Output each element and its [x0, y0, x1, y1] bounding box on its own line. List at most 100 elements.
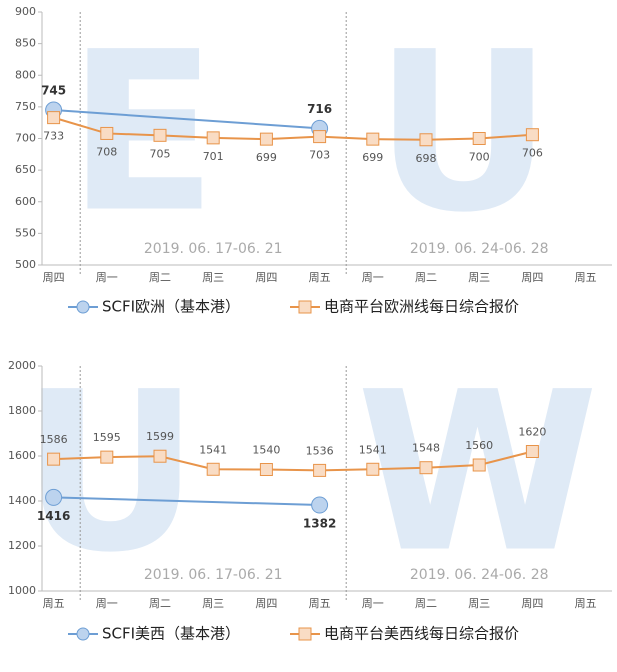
x-tick-label: 周五: [309, 597, 331, 610]
data-label: 1540: [252, 444, 280, 457]
legend-marker: [298, 627, 312, 641]
watermark: E U: [67, 5, 593, 261]
point: [366, 462, 380, 476]
point: [259, 463, 273, 476]
point: [100, 126, 114, 140]
point: [472, 132, 486, 145]
annotation: 2019. 06. 24-06. 28: [410, 241, 549, 257]
legend-label: SCFI美西（基本港）: [102, 625, 240, 643]
y-tick-label: 650: [15, 163, 36, 176]
x-tick-label: 周五: [309, 271, 331, 284]
series-line: [53, 109, 320, 130]
data-label: 705: [150, 147, 171, 160]
y-tick-label: 1000: [8, 584, 36, 597]
point: [153, 449, 167, 463]
legend-label: 电商平台欧洲线每日综合报价: [324, 298, 519, 316]
data-label: 1541: [199, 443, 227, 456]
point: [47, 111, 61, 125]
point: [472, 458, 486, 472]
annotation: 2019. 06. 17-06. 21: [144, 567, 283, 583]
point: [153, 128, 167, 142]
data-label: 701: [203, 150, 224, 163]
data-label: 703: [309, 149, 330, 162]
point: [366, 132, 380, 146]
data-label: 716: [307, 102, 332, 116]
data-label: 733: [43, 130, 64, 143]
data-label: 699: [362, 151, 383, 164]
point: [313, 130, 327, 144]
data-label: 700: [469, 151, 490, 164]
point: [419, 133, 433, 147]
x-tick-label: 周三: [202, 597, 224, 610]
x-tick-label: 周一: [96, 597, 118, 610]
annotation: 2019. 06. 24-06. 28: [410, 567, 549, 583]
x-tick-label: 周五: [575, 271, 597, 284]
series-line: [53, 116, 533, 141]
data-label: 745: [41, 84, 66, 98]
point: [206, 462, 220, 476]
x-tick-label: 周四: [43, 271, 65, 284]
y-tick-label: 900: [15, 5, 36, 18]
series-line: [53, 450, 533, 472]
data-label: 1548: [412, 442, 440, 455]
data-label: 1595: [93, 431, 121, 444]
x-tick-label: 周三: [202, 271, 224, 284]
data-label: 1599: [146, 430, 174, 443]
data-label: 699: [256, 151, 277, 164]
data-label: 1586: [40, 433, 68, 446]
x-tick-label: 周五: [43, 597, 65, 610]
x-tick-label: 周二: [415, 271, 437, 284]
data-label: 1416: [37, 509, 70, 523]
y-tick-label: 750: [15, 100, 36, 113]
y-tick-label: 550: [15, 226, 36, 239]
x-tick-label: 周四: [521, 271, 543, 284]
series-line: [53, 496, 320, 507]
x-tick-label: 周二: [149, 271, 171, 284]
y-tick-label: 2000: [8, 359, 36, 372]
point: [206, 131, 220, 145]
x-tick-label: 周四: [255, 597, 277, 610]
data-label: 1620: [518, 426, 546, 439]
y-tick-label: 850: [15, 37, 36, 50]
x-tick-label: 周一: [96, 271, 118, 284]
point: [311, 496, 329, 514]
y-tick-label: 1400: [8, 494, 36, 507]
data-label: 1536: [306, 444, 334, 457]
legend-marker: [76, 627, 90, 641]
legend-marker: [76, 300, 90, 314]
y-tick-label: 800: [15, 68, 36, 81]
point: [45, 488, 63, 506]
x-tick-label: 周二: [149, 597, 171, 610]
legend-label: SCFI欧洲（基本港）: [102, 298, 240, 316]
data-label: 1382: [303, 517, 336, 531]
point: [313, 463, 327, 477]
x-tick-label: 周二: [415, 597, 437, 610]
point: [525, 445, 539, 458]
y-tick-label: 1800: [8, 404, 36, 417]
watermark: U W: [21, 345, 617, 601]
data-label: 708: [96, 145, 117, 158]
y-tick-label: 500: [15, 258, 36, 271]
x-tick-label: 周三: [468, 597, 490, 610]
legend-label: 电商平台美西线每日综合报价: [324, 625, 519, 643]
point: [47, 452, 61, 466]
y-tick-label: 600: [15, 195, 36, 208]
point: [419, 461, 433, 475]
annotation: 2019. 06. 17-06. 21: [144, 241, 283, 257]
x-tick-label: 周一: [362, 597, 384, 610]
point: [259, 132, 273, 146]
data-label: 706: [522, 147, 543, 160]
x-tick-label: 周四: [521, 597, 543, 610]
y-tick-label: 700: [15, 132, 36, 145]
x-tick-label: 周四: [255, 271, 277, 284]
point: [525, 128, 539, 142]
y-tick-label: 1600: [8, 449, 36, 462]
data-label: 1541: [359, 443, 387, 456]
data-label: 698: [416, 152, 437, 165]
x-tick-label: 周一: [362, 271, 384, 284]
data-label: 1560: [465, 439, 493, 452]
x-tick-label: 周五: [575, 597, 597, 610]
x-tick-label: 周三: [468, 271, 490, 284]
point: [100, 450, 114, 464]
